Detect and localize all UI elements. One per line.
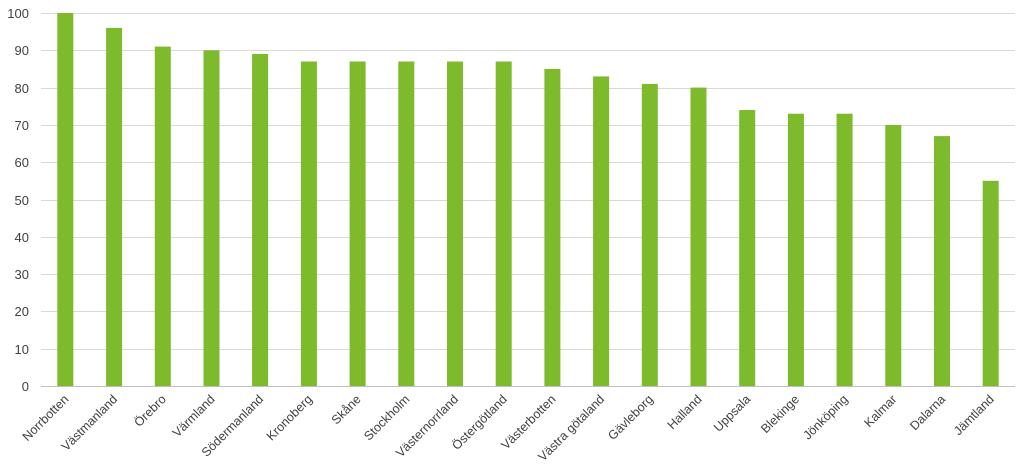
x-category-label: Blekinge bbox=[758, 392, 802, 436]
x-category-label: Dalarna bbox=[907, 392, 948, 433]
bar bbox=[57, 13, 74, 386]
bar bbox=[934, 136, 950, 386]
bar bbox=[252, 54, 269, 386]
bar bbox=[495, 61, 512, 386]
y-tick-label: 20 bbox=[15, 304, 29, 319]
bar bbox=[739, 110, 756, 386]
bar bbox=[106, 27, 123, 387]
x-category-label: Gävleborg bbox=[605, 392, 656, 443]
bar bbox=[544, 68, 561, 387]
y-tick-label: 10 bbox=[15, 342, 29, 357]
bar bbox=[885, 124, 902, 387]
x-category-label: Skåne bbox=[329, 392, 364, 427]
bar bbox=[982, 180, 999, 386]
x-category-label: Jämtland bbox=[951, 392, 997, 438]
bar bbox=[398, 61, 415, 386]
y-axis-tick-labels: 0 10 20 30 40 50 60 70 80 90 100 bbox=[7, 6, 29, 394]
y-tick-label: 50 bbox=[15, 193, 29, 208]
y-tick-label: 30 bbox=[15, 267, 29, 282]
bar bbox=[836, 113, 853, 386]
bar bbox=[690, 87, 707, 386]
y-tick-label: 90 bbox=[15, 43, 29, 58]
bar bbox=[447, 61, 463, 386]
x-category-label: Stockholm bbox=[361, 392, 412, 443]
bar-layer bbox=[57, 13, 999, 387]
y-tick-label: 80 bbox=[15, 81, 29, 96]
grid-layer bbox=[41, 13, 1015, 387]
x-category-label: Norrbotten bbox=[20, 392, 72, 444]
bar bbox=[300, 61, 317, 386]
y-tick-label: 0 bbox=[22, 379, 29, 394]
bar bbox=[154, 46, 171, 386]
bar bbox=[641, 83, 658, 387]
bar bbox=[593, 76, 610, 387]
x-category-label: Kronoberg bbox=[264, 392, 315, 443]
x-category-label: Uppsala bbox=[711, 392, 753, 434]
y-tick-label: 100 bbox=[7, 6, 29, 21]
x-category-label: Halland bbox=[665, 392, 705, 432]
y-tick-label: 60 bbox=[15, 155, 29, 170]
bar bbox=[787, 113, 804, 386]
y-tick-label: 70 bbox=[15, 118, 29, 133]
bar bbox=[349, 61, 366, 386]
x-category-label: Jönköping bbox=[801, 392, 851, 442]
x-category-label: Värmland bbox=[170, 392, 218, 440]
x-category-label: Örebro bbox=[132, 392, 169, 429]
x-category-label: Kalmar bbox=[862, 392, 900, 430]
bar bbox=[203, 50, 220, 387]
y-tick-label: 40 bbox=[15, 230, 29, 245]
